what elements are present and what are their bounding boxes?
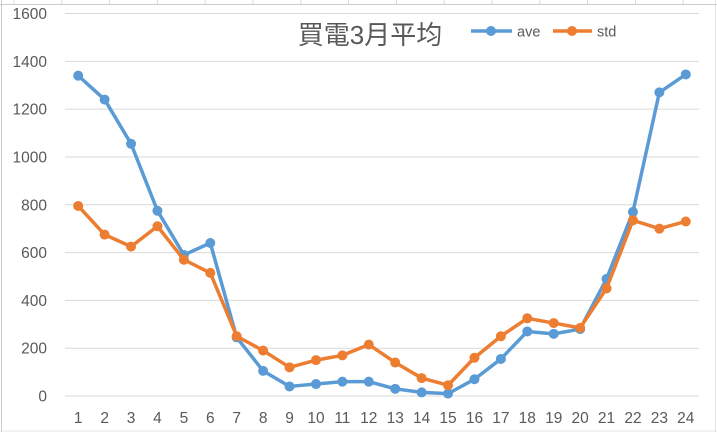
x-axis-tick-label: 12	[360, 410, 377, 427]
series-std-marker	[390, 357, 401, 368]
series-ave-marker	[495, 353, 506, 364]
x-axis-tick-label: 22	[624, 410, 641, 427]
series-ave-marker	[680, 69, 691, 80]
x-axis-tick-label: 6	[206, 410, 215, 427]
series-ave-marker	[548, 328, 559, 339]
x-axis-tick-label: 16	[466, 410, 483, 427]
chart-title: 買電3月平均	[298, 20, 442, 50]
series-ave-marker	[390, 383, 401, 394]
series-ave-marker	[310, 379, 321, 390]
y-axis-tick-label: 1400	[13, 54, 48, 71]
series-std-marker	[443, 380, 454, 391]
x-axis-tick-label: 9	[285, 410, 294, 427]
series-std-marker	[205, 267, 216, 278]
legend-label-ave[interactable]: ave	[517, 25, 540, 41]
x-axis-tick-label: 3	[127, 410, 136, 427]
series-ave-marker	[469, 374, 480, 385]
series-ave-marker	[337, 376, 348, 387]
series-std-marker	[73, 200, 84, 211]
series-std-marker	[548, 318, 559, 329]
legend-key-marker-ave[interactable]	[486, 26, 496, 36]
series-ave-marker	[443, 388, 454, 399]
x-axis-tick-label: 4	[153, 410, 162, 427]
x-axis-tick-label: 17	[492, 410, 509, 427]
series-std-marker	[310, 355, 321, 366]
y-axis-tick-label: 800	[21, 197, 47, 214]
legend-key-marker-std[interactable]	[567, 26, 577, 36]
series-ave-marker	[522, 326, 533, 337]
series-std-marker	[522, 313, 533, 324]
series-std-marker	[495, 331, 506, 342]
series-std-marker	[99, 229, 110, 240]
x-axis-tick-label: 21	[598, 410, 615, 427]
y-axis-tick-label: 1000	[13, 149, 48, 166]
legend-label-std[interactable]: std	[597, 25, 616, 41]
x-axis-tick-label: 13	[387, 410, 404, 427]
series-std-marker	[363, 339, 374, 350]
x-axis-tick-label: 23	[651, 410, 668, 427]
x-axis-tick-label: 11	[334, 410, 350, 427]
series-ave-marker	[73, 70, 84, 81]
series-ave-marker	[99, 94, 110, 105]
series-std-marker	[258, 345, 269, 356]
series-std-marker	[126, 241, 137, 252]
series-std-marker	[654, 223, 665, 234]
series-ave-marker	[654, 87, 665, 98]
x-axis-tick-label: 1	[74, 410, 83, 427]
series-ave-marker	[152, 205, 163, 216]
series-std-marker	[575, 322, 586, 333]
series-std-marker	[152, 221, 163, 232]
series-ave-marker	[258, 365, 269, 376]
x-axis-tick-label: 10	[307, 410, 325, 427]
x-axis-tick-label: 7	[232, 410, 241, 427]
y-axis-tick-label: 1600	[13, 6, 48, 23]
x-axis-tick-label: 2	[100, 410, 109, 427]
series-ave-marker	[627, 206, 638, 217]
series-ave-marker	[205, 238, 216, 248]
x-axis-tick-label: 14	[413, 410, 431, 427]
series-std-marker	[680, 216, 691, 227]
series-ave-marker	[126, 138, 137, 149]
series-std-marker	[601, 283, 612, 294]
series-ave-marker	[363, 376, 374, 387]
series-ave-line	[76, 72, 688, 396]
series-ave-marker	[416, 387, 427, 398]
series-std-marker	[469, 352, 480, 363]
series-ave-marker	[284, 381, 295, 392]
y-axis-tick-label: 600	[21, 245, 47, 262]
y-axis-tick-label: 200	[21, 341, 47, 358]
y-axis-tick-label: 0	[38, 389, 47, 406]
x-axis-tick-label: 20	[572, 410, 590, 427]
x-axis-tick-label: 15	[439, 410, 456, 427]
series-std-marker	[627, 215, 638, 226]
y-axis-tick-label: 1200	[13, 102, 48, 119]
x-axis-tick-label: 18	[519, 410, 536, 427]
x-axis-tick-label: 5	[180, 410, 189, 427]
series-std-marker	[231, 331, 242, 342]
x-axis-tick-label: 8	[259, 410, 268, 427]
series-std-line	[76, 204, 688, 387]
series-std-marker	[337, 350, 348, 361]
x-axis-tick-label: 24	[677, 410, 695, 427]
series-std-marker	[284, 362, 295, 373]
series-std-marker	[178, 254, 189, 265]
y-axis-tick-label: 400	[21, 293, 47, 310]
series-std-marker	[416, 373, 427, 384]
x-axis-tick-label: 19	[545, 410, 562, 427]
